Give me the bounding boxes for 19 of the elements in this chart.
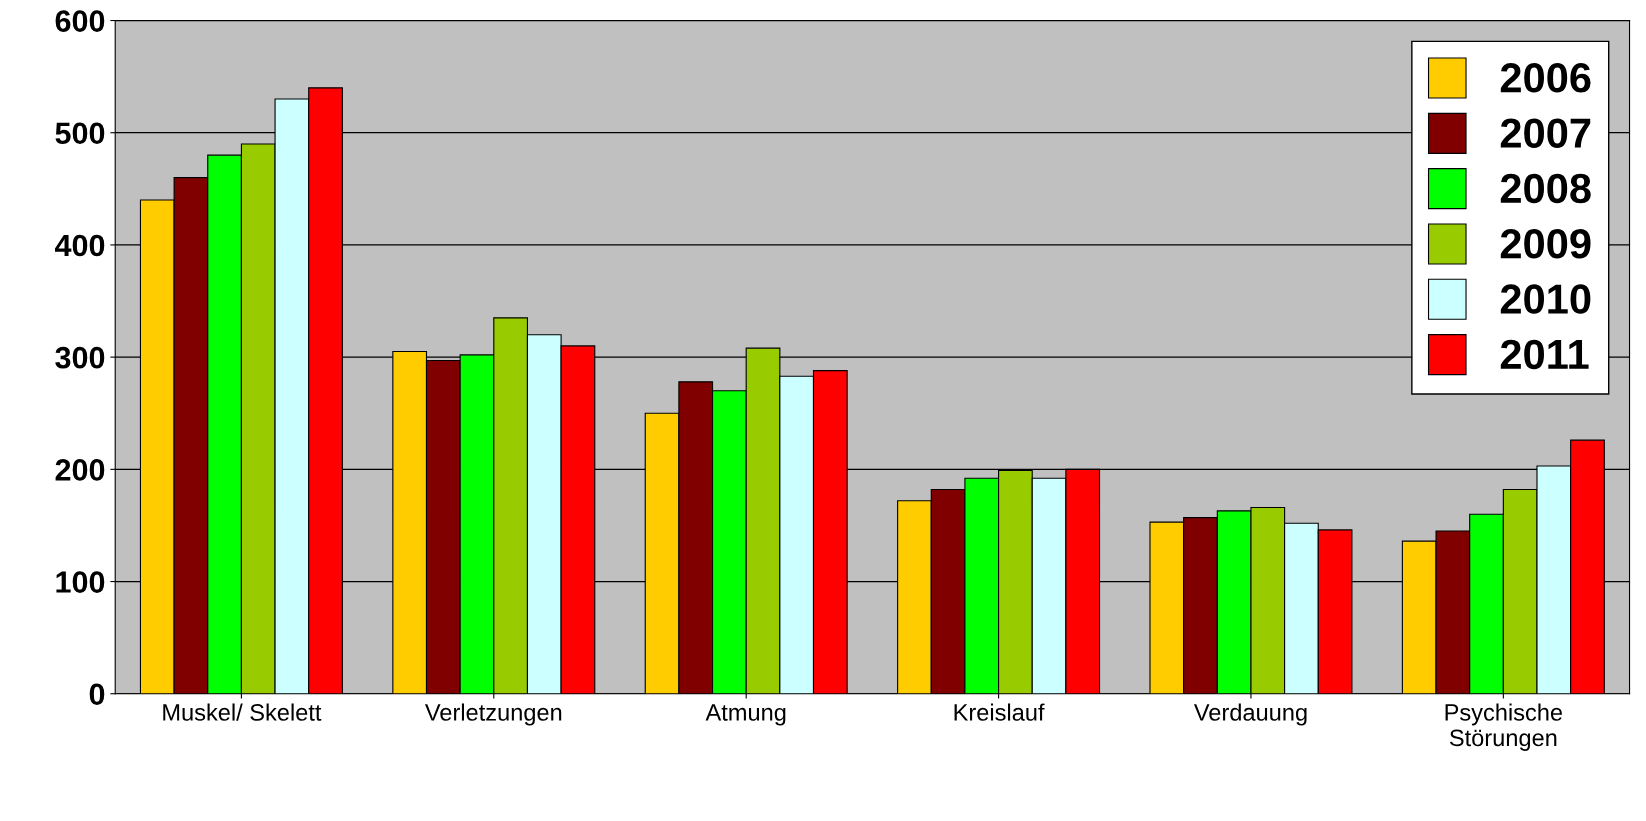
legend-label: 2008 <box>1500 173 1591 204</box>
legend-label: 2007 <box>1500 118 1591 148</box>
y-tick-label: 0 <box>89 683 105 706</box>
y-tick-label: 500 <box>55 122 105 145</box>
x-tick-label: Atmung <box>705 704 786 726</box>
legend-label: 2009 <box>1500 229 1591 259</box>
y-tick-label: 200 <box>55 459 105 481</box>
y-tick-label: 600 <box>55 10 105 32</box>
y-tick-label: 100 <box>56 571 105 593</box>
legend-label: 2006 <box>1500 63 1591 93</box>
y-tick-label: 400 <box>54 234 105 257</box>
legend-label: 2011 <box>1500 339 1589 370</box>
y-tick-label: 300 <box>55 346 105 369</box>
x-tick-label: Verdauung <box>1193 703 1307 726</box>
x-tick-label: Muskel/ Skelett <box>163 703 322 721</box>
legend-label: 2010 <box>1500 284 1591 314</box>
x-tick-label: Verletzungen <box>424 703 562 726</box>
x-tick-label: Kreislauf <box>954 703 1045 721</box>
x-tick-label: Psychische Störungen <box>1445 703 1563 751</box>
